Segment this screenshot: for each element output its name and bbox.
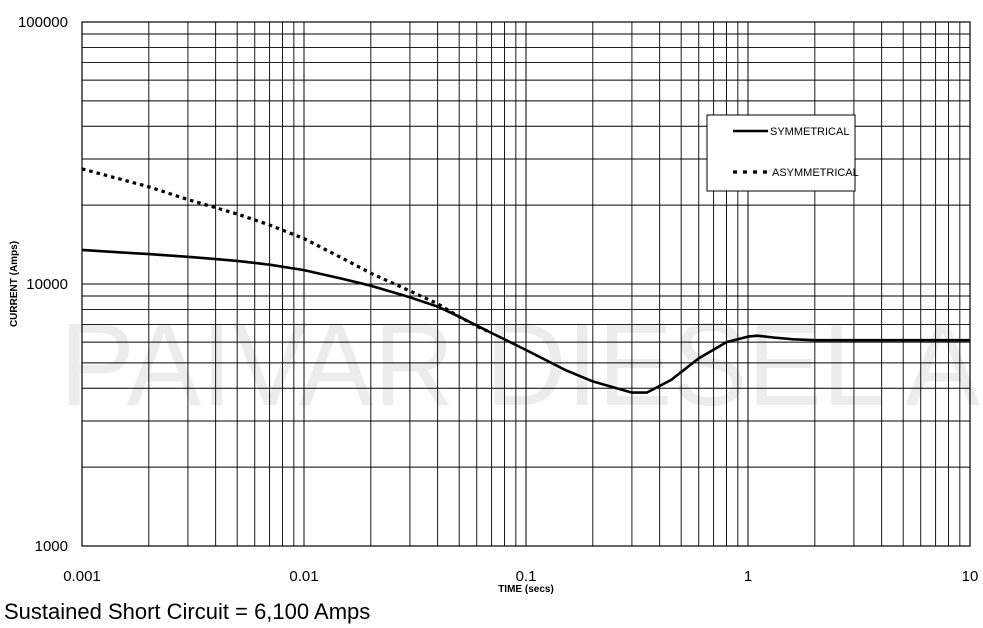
x-axis-ticks: 0.001 0.01 0.1 1 10 (63, 568, 978, 585)
watermark: PAIVAR DIESEL A (60, 299, 980, 431)
y-axis-ticks: 1000 10000 100000 (18, 14, 68, 555)
x-tick-label: 1 (744, 568, 752, 585)
series-line-symmetrical (81, 248, 970, 394)
current-vs-time-chart: PAIVAR DIESEL A 0.001 0.01 0.1 1 10 1000 1000… (9, 14, 980, 595)
series-line-asymmetrical (81, 167, 493, 335)
y-tick-label: 10000 (26, 276, 68, 293)
y-tick-label: 100000 (18, 14, 68, 31)
legend: SYMMETRICAL ASYMMETRICAL (706, 114, 859, 192)
chart-canvas: PAIVAR DIESEL A 0.001 0.01 0.1 1 10 10001000… (9, 14, 980, 595)
sustained-short-circuit-note: Sustained Short Circuit = 6,100 Amps (4, 599, 371, 624)
x-tick-label: 0.001 (63, 568, 101, 585)
legend-box (706, 114, 856, 192)
legend-label-symmetrical: SYMMETRICAL (770, 126, 849, 138)
y-axis-label: CURRENT (Amps) (9, 241, 20, 327)
grid (81, 22, 970, 547)
legend-label-asymmetrical: ASYMMETRICAL (772, 167, 859, 179)
x-tick-label: 10 (962, 568, 979, 585)
x-axis-label: TIME (secs) (498, 584, 554, 595)
x-tick-label: 0.01 (289, 568, 318, 585)
plot-area-border (81, 21, 971, 547)
y-tick-label: 1000 (35, 538, 68, 555)
series-layer (81, 167, 970, 394)
x-tick-label: 0.1 (516, 568, 537, 585)
